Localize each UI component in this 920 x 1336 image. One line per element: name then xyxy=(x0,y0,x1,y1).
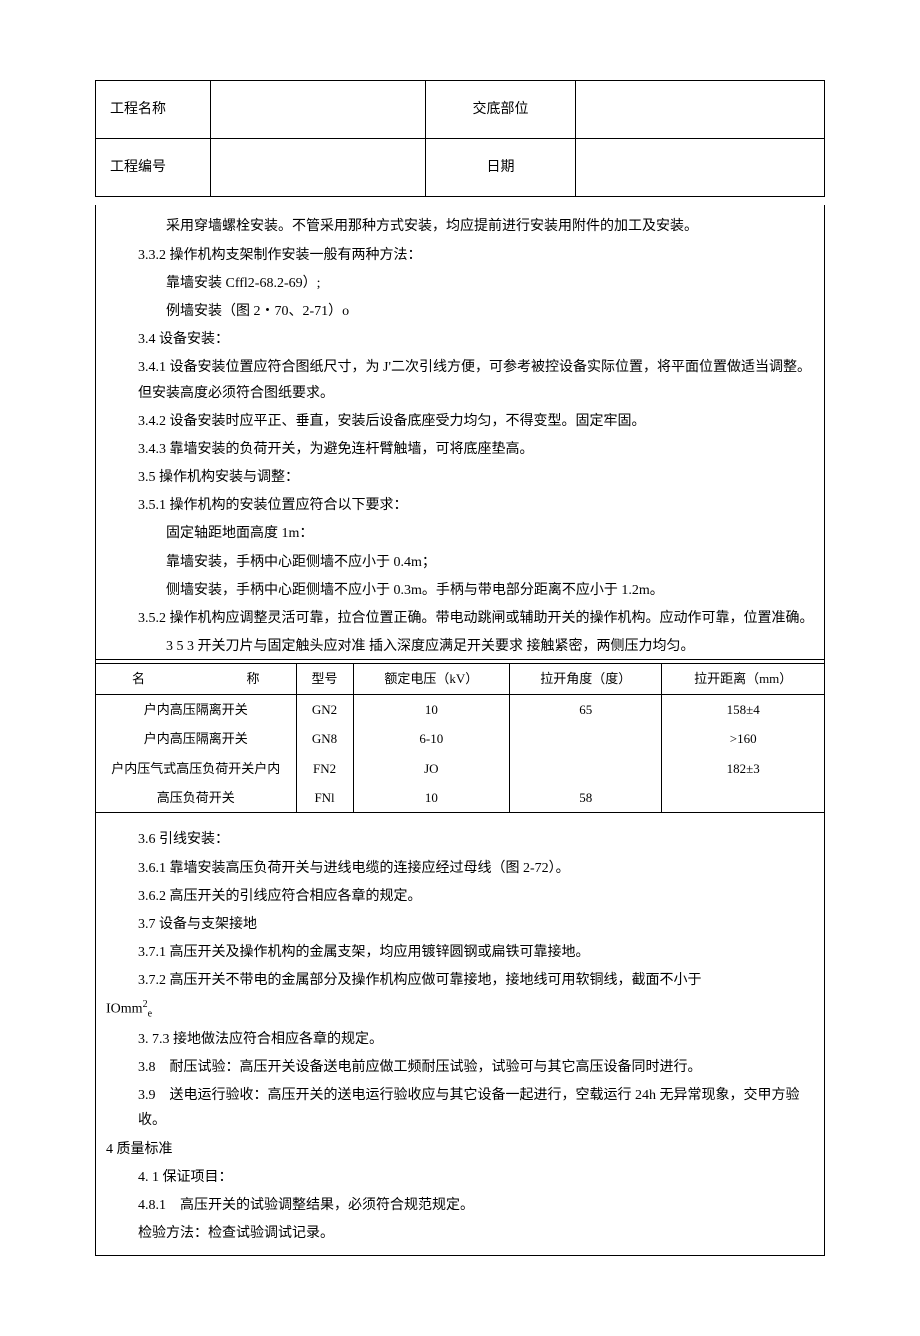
date-label: 日期 xyxy=(426,139,576,197)
paragraph: 4 质量标准 xyxy=(96,1137,824,1162)
table-row: 高压负荷开关 FNl 10 58 xyxy=(96,783,824,813)
table-header: 拉开角度（度） xyxy=(510,664,662,694)
paragraph: 3. 7.3 接地做法应符合相应各章的规定。 xyxy=(96,1027,824,1052)
paragraph: 3.4.1 设备安装位置应符合图纸尺寸，为 J'二次引线方便，可参考被控设备实际… xyxy=(96,355,824,405)
paragraph: 固定轴距地面高度 1m： xyxy=(96,521,824,546)
table-cell: 户内压气式高压负荷开关户内 xyxy=(96,754,296,783)
paragraph: 检验方法：检查试验调试记录。 xyxy=(96,1221,824,1246)
paragraph: 4. 1 保证项目： xyxy=(96,1165,824,1190)
paragraph: 3.7.1 高压开关及操作机构的金属支架，均应用镀锌圆钢或扁铁可靠接地。 xyxy=(96,940,824,965)
table-cell: 10 xyxy=(353,694,509,724)
table-cell: 58 xyxy=(510,783,662,813)
table-cell: 户内高压隔离开关 xyxy=(96,694,296,724)
spec-table: 名 称 型号 额定电压（kV） 拉开角度（度） 拉开距离（mm） 户内高压隔离开… xyxy=(96,663,824,813)
table-cell: 182±3 xyxy=(662,754,824,783)
project-no-label: 工程编号 xyxy=(96,139,211,197)
project-name-value xyxy=(211,81,426,139)
paragraph: 3.7 设备与支架接地 xyxy=(96,912,824,937)
table-header: 拉开距离（mm） xyxy=(662,664,824,694)
paragraph: 采用穿墙螺栓安装。不管采用那种方式安装，均应提前进行安装用附件的加工及安装。 xyxy=(96,214,824,239)
table-cell: JO xyxy=(353,754,509,783)
table-row: 户内高压隔离开关 GN2 10 65 158±4 xyxy=(96,694,824,724)
paragraph: 3.5 操作机构安装与调整： xyxy=(96,465,824,490)
paragraph: 侧墙安装，手柄中心距侧墙不应小于 0.3m。手柄与带电部分距离不应小于 1.2m… xyxy=(96,578,824,603)
project-no-value xyxy=(211,139,426,197)
paragraph: IOmm2e xyxy=(96,996,824,1023)
paragraph: 3.4.2 设备安装时应平正、垂直，安装后设备底座受力均匀，不得变型。固定牢固。 xyxy=(96,409,824,434)
paragraph: 4.8.1 高压开关的试验调整结果，必须符合规范规定。 xyxy=(96,1193,824,1218)
table-row: 户内高压隔离开关 GN8 6-10 >160 xyxy=(96,724,824,753)
header-table: 工程名称 交底部位 工程编号 日期 xyxy=(95,80,825,197)
paragraph: 靠墙安装 Cffl2-68.2-69）; xyxy=(96,271,824,296)
paragraph: 3 5 3 开关刀片与固定触头应对准 插入深度应满足开关要求 接触紧密，两侧压力… xyxy=(96,634,824,660)
paragraph: 3.8 耐压试验：高压开关设备送电前应做工频耐压试验，试验可与其它高压设备同时进… xyxy=(96,1055,824,1080)
paragraph: 3.4 设备安装： xyxy=(96,327,824,352)
table-row: 户内压气式高压负荷开关户内 FN2 JO 182±3 xyxy=(96,754,824,783)
table-cell xyxy=(510,724,662,753)
paragraph: 靠墙安装，手柄中心距侧墙不应小于 0.4m； xyxy=(96,550,824,575)
paragraph: 3.9 送电运行验收：高压开关的送电运行验收应与其它设备一起进行，空载运行 24… xyxy=(96,1083,824,1133)
paragraph: 3.3.2 操作机构支架制作安装一般有两种方法： xyxy=(96,243,824,268)
table-cell xyxy=(510,754,662,783)
paragraph: 3.6 引线安装： xyxy=(96,827,824,852)
table-header: 额定电压（kV） xyxy=(353,664,509,694)
paragraph: 例墙安装（图 2・70、2-71）o xyxy=(96,299,824,324)
table-cell: 65 xyxy=(510,694,662,724)
table-cell: GN2 xyxy=(296,694,353,724)
table-cell: 户内高压隔离开关 xyxy=(96,724,296,753)
paragraph: 3.5.2 操作机构应调整灵活可靠，拉合位置正确。带电动跳闸或辅助开关的操作机构… xyxy=(96,606,824,631)
table-cell: 158±4 xyxy=(662,694,824,724)
date-value xyxy=(576,139,825,197)
table-cell: 高压负荷开关 xyxy=(96,783,296,813)
table-cell: GN8 xyxy=(296,724,353,753)
dept-value xyxy=(576,81,825,139)
paragraph: 3.6.2 高压开关的引线应符合相应各章的规定。 xyxy=(96,884,824,909)
table-cell xyxy=(662,783,824,813)
table-header: 名 称 xyxy=(96,664,296,694)
document-body: 采用穿墙螺栓安装。不管采用那种方式安装，均应提前进行安装用附件的加工及安装。 3… xyxy=(95,205,825,1256)
table-cell: 10 xyxy=(353,783,509,813)
table-cell: >160 xyxy=(662,724,824,753)
table-cell: FNl xyxy=(296,783,353,813)
paragraph: 3.7.2 高压开关不带电的金属部分及操作机构应做可靠接地，接地线可用软铜线，截… xyxy=(96,968,824,993)
paragraph: 3.6.1 靠墙安装高压负荷开关与进线电缆的连接应经过母线（图 2-72）。 xyxy=(96,856,824,881)
table-cell: FN2 xyxy=(296,754,353,783)
table-cell: 6-10 xyxy=(353,724,509,753)
paragraph: 3.4.3 靠墙安装的负荷开关，为避免连杆臂触墙，可将底座垫高。 xyxy=(96,437,824,462)
table-header: 型号 xyxy=(296,664,353,694)
dept-label: 交底部位 xyxy=(426,81,576,139)
project-name-label: 工程名称 xyxy=(96,81,211,139)
paragraph: 3.5.1 操作机构的安装位置应符合以下要求： xyxy=(96,493,824,518)
